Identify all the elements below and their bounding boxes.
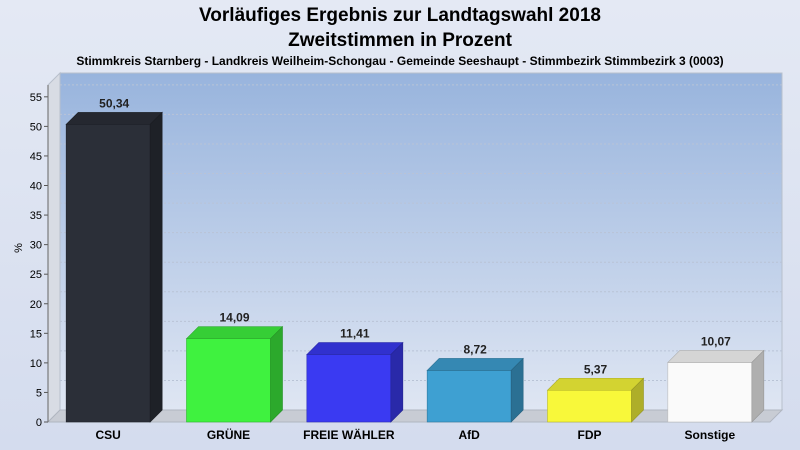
plot-side-wall bbox=[47, 71, 61, 424]
y-tick-label: 10 bbox=[30, 358, 42, 370]
bar-front bbox=[667, 362, 753, 423]
y-tick-label: 5 bbox=[36, 387, 42, 399]
bar-afd bbox=[426, 357, 524, 423]
bar-top bbox=[65, 112, 163, 125]
bar-side bbox=[390, 341, 404, 423]
y-tick-label: 55 bbox=[30, 92, 42, 104]
y-tick-label: 20 bbox=[30, 299, 42, 311]
x-category-label: FDP bbox=[578, 428, 602, 442]
bar-front bbox=[65, 124, 151, 423]
bar-csu bbox=[65, 111, 163, 423]
x-category-label: CSU bbox=[95, 428, 120, 442]
bar-side bbox=[510, 357, 524, 423]
bar-top bbox=[667, 350, 765, 363]
bar-top bbox=[185, 326, 284, 339]
y-tick-label: 0 bbox=[36, 417, 42, 429]
bar-front bbox=[426, 370, 512, 423]
bar-value-label: 10,07 bbox=[701, 334, 731, 348]
y-tick-label: 40 bbox=[30, 181, 42, 193]
chart-title: Vorläufiges Ergebnis zur Landtagswahl 20… bbox=[199, 5, 601, 26]
y-tick-label: 35 bbox=[30, 210, 42, 222]
bar-top bbox=[426, 358, 524, 371]
bar-side bbox=[270, 325, 283, 423]
y-tick-label: 50 bbox=[30, 121, 42, 133]
bar-front bbox=[306, 354, 392, 423]
x-category-label: AfD bbox=[459, 428, 481, 442]
bar-side bbox=[631, 377, 644, 423]
bar-value-label: 8,72 bbox=[463, 342, 487, 356]
plot-area: 0 5 10 15 20 25 30 35 40 45 50 55% 50,34 CSU 14,09 GRÜN… bbox=[13, 71, 784, 442]
y-tick-label: 15 bbox=[30, 328, 42, 340]
x-category-label: FREIE WÄHLER bbox=[303, 427, 395, 442]
bar-value-label: 11,41 bbox=[340, 327, 370, 341]
bar-top bbox=[306, 342, 404, 355]
bar-value-label: 14,09 bbox=[219, 311, 249, 325]
y-tick-label: 25 bbox=[30, 269, 42, 281]
y-axis-label: % bbox=[13, 243, 25, 253]
bar-value-label: 50,34 bbox=[99, 96, 129, 110]
y-tick-label: 30 bbox=[30, 240, 42, 252]
chart-subtitle: Zweitstimmen in Prozent bbox=[288, 30, 512, 51]
bar-side bbox=[751, 349, 765, 423]
bar-fdp bbox=[546, 377, 645, 423]
bar-side bbox=[149, 111, 163, 423]
bar-front bbox=[547, 389, 632, 423]
bar-grüne bbox=[185, 325, 284, 423]
bar-value-label: 5,37 bbox=[584, 362, 608, 376]
x-category-label: Sonstige bbox=[684, 428, 735, 442]
x-category-label: GRÜNE bbox=[207, 427, 250, 442]
chart-caption: Stimmkreis Starnberg - Landkreis Weilhei… bbox=[76, 54, 723, 68]
bar-front bbox=[186, 338, 271, 423]
bar-sonstige bbox=[667, 349, 765, 423]
bar-freie-wähler bbox=[306, 341, 404, 423]
plot-back-wall bbox=[59, 72, 783, 411]
bar-top bbox=[546, 377, 645, 391]
y-tick-label: 45 bbox=[30, 151, 42, 163]
